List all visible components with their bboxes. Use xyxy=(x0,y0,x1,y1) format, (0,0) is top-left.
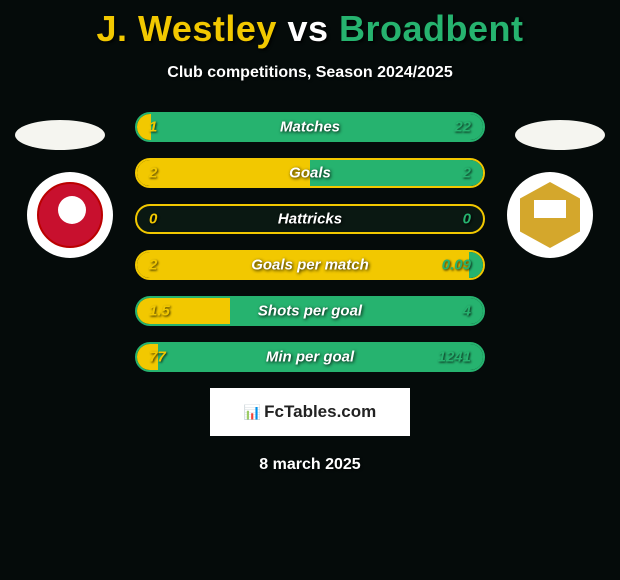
player2-name: Broadbent xyxy=(339,8,524,49)
stat-bar: 1.5 4 Shots per goal xyxy=(135,296,485,326)
stat-bar: 77 1241 Min per goal xyxy=(135,342,485,372)
stat-value-right: 2 xyxy=(463,165,471,182)
stat-label: Goals xyxy=(289,165,331,182)
stat-label: Shots per goal xyxy=(258,303,362,320)
stat-bar: 1 22 Matches xyxy=(135,112,485,142)
stat-bar: 2 2 Goals xyxy=(135,158,485,188)
player1-name: J. Westley xyxy=(96,8,276,49)
stat-value-right: 1241 xyxy=(438,349,471,366)
stat-value-left: 1.5 xyxy=(149,303,170,320)
stat-label: Hattricks xyxy=(278,211,342,228)
vs-text: vs xyxy=(287,8,328,49)
stat-bar: 2 0.09 Goals per match xyxy=(135,250,485,280)
stat-value-left: 77 xyxy=(149,349,166,366)
subtitle: Club competitions, Season 2024/2025 xyxy=(0,64,620,82)
date-text: 8 march 2025 xyxy=(0,456,620,474)
player1-photo-placeholder xyxy=(15,120,105,150)
stat-bar: 0 0 Hattricks xyxy=(135,204,485,234)
stat-value-left: 0 xyxy=(149,211,157,228)
stat-value-right: 22 xyxy=(454,119,471,136)
stat-fill-left xyxy=(137,160,310,186)
stat-value-right: 0 xyxy=(463,211,471,228)
brand-badge: 📊 FcTables.com xyxy=(210,388,410,436)
brand-icon: 📊 xyxy=(244,404,258,421)
stat-fill-right xyxy=(469,252,483,278)
player2-club-badge xyxy=(507,172,593,258)
brand-text: FcTables.com xyxy=(264,402,376,422)
stat-value-left: 1 xyxy=(149,119,157,136)
player2-photo-placeholder xyxy=(515,120,605,150)
stat-label: Goals per match xyxy=(251,257,369,274)
player1-club-badge xyxy=(27,172,113,258)
stat-fill-right xyxy=(310,160,483,186)
stat-value-right: 4 xyxy=(463,303,471,320)
comparison-title: J. Westley vs Broadbent xyxy=(0,0,620,50)
stat-bars-container: 122Matches22Goals00Hattricks20.09Goals p… xyxy=(135,112,485,372)
stat-value-left: 2 xyxy=(149,165,157,182)
stat-label: Matches xyxy=(280,119,340,136)
stat-value-left: 2 xyxy=(149,257,157,274)
comparison-content: 122Matches22Goals00Hattricks20.09Goals p… xyxy=(0,112,620,372)
stat-value-right: 0.09 xyxy=(442,257,471,274)
stat-label: Min per goal xyxy=(266,349,354,366)
